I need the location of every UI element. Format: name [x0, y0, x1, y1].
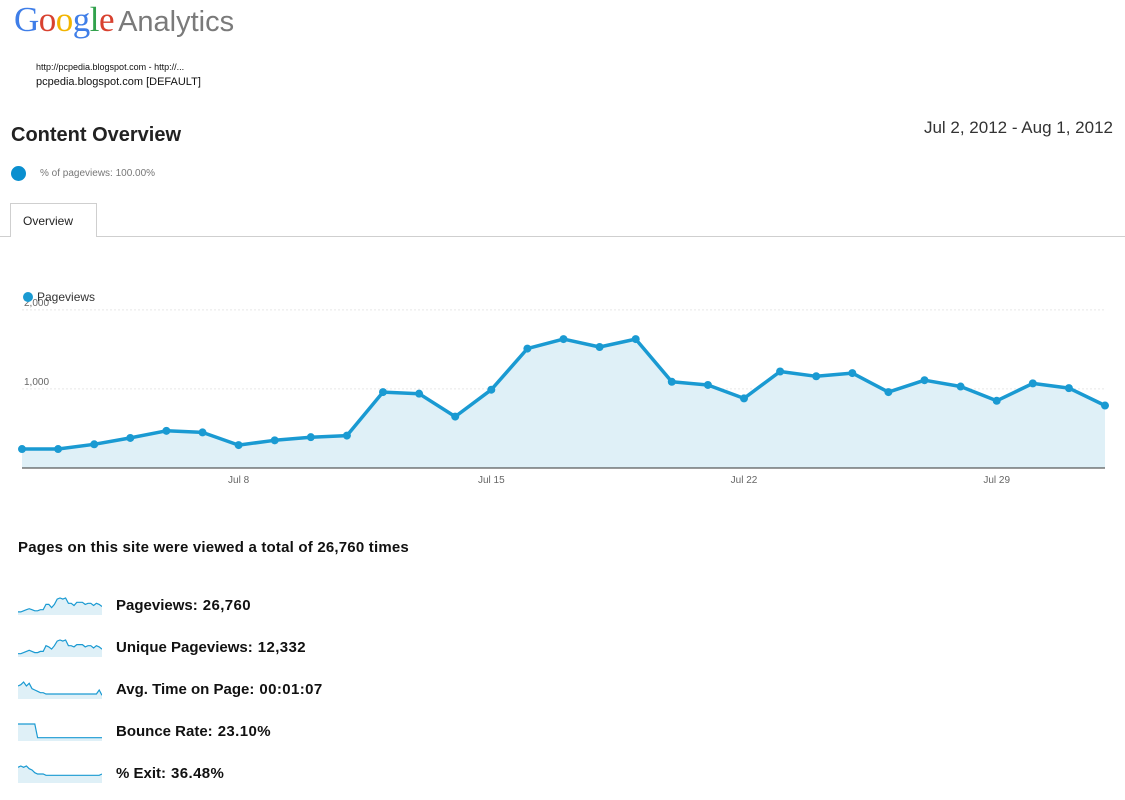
page-title: Content Overview: [11, 124, 182, 146]
sparkline-icon: [18, 597, 102, 615]
data-point: [776, 367, 785, 376]
data-point: [306, 433, 315, 442]
sparkline-line: [18, 681, 102, 696]
data-point: [54, 445, 63, 454]
sparkline-line: [18, 639, 102, 655]
sparkline-line: [18, 765, 102, 776]
x-tick-label: Jul 8: [228, 475, 250, 486]
x-tick-label: Jul 22: [731, 475, 758, 486]
metric-value: 12,332: [257, 638, 306, 656]
sparkline-line: [18, 723, 102, 739]
data-point: [162, 426, 171, 435]
metric-row[interactable]: Pageviews: 26,760: [18, 592, 618, 618]
metric-label: Pageviews:: [116, 596, 198, 614]
metric-row[interactable]: % Exit: 36.48%: [18, 760, 618, 786]
metric-label: Unique Pageviews:: [116, 638, 253, 656]
data-point: [595, 342, 604, 351]
data-point: [523, 344, 532, 353]
google-analytics-logo[interactable]: Google Analytics: [14, 0, 234, 44]
data-point: [703, 380, 712, 389]
x-tick-label: Jul 15: [478, 475, 505, 486]
legend-label: Pageviews: [37, 290, 95, 304]
date-range-selector[interactable]: Jul 2, 2012 - Aug 1, 2012: [923, 118, 1113, 137]
metric-value: 00:01:07: [259, 680, 323, 698]
metric-value: 36.48%: [171, 764, 225, 782]
data-point: [126, 433, 135, 442]
profile-name[interactable]: pcpedia.blogspot.com [DEFAULT]: [36, 76, 201, 88]
data-point: [559, 335, 568, 344]
tab-overview[interactable]: Overview: [10, 203, 97, 237]
data-point: [956, 382, 965, 391]
x-tick-label: Jul 29: [983, 475, 1010, 486]
google-wordmark: Google: [14, 0, 115, 39]
data-point: [848, 369, 857, 378]
legend-swatch: [23, 292, 33, 302]
data-point: [234, 441, 243, 450]
series-area: [22, 339, 1105, 468]
data-point: [451, 412, 460, 421]
metric-value: 23.10%: [217, 722, 271, 740]
analytics-wordmark: Analytics: [118, 6, 235, 38]
data-point: [487, 385, 496, 394]
account-url[interactable]: http://pcpedia.blogspot.com - http://...: [36, 62, 185, 72]
data-point: [90, 440, 99, 449]
sparkline-icon: [18, 723, 102, 741]
data-point: [270, 436, 279, 445]
data-point: [667, 377, 676, 386]
pie-icon: [11, 166, 26, 181]
y-tick-label: 1,000: [24, 377, 49, 388]
sparkline-icon: [18, 765, 102, 783]
metric-label: Avg. Time on Page:: [116, 680, 255, 698]
data-point: [18, 445, 26, 454]
sparkline-icon: [18, 639, 102, 657]
segment-indicator: % of pageviews: 100.00%: [11, 166, 155, 181]
sparkline-area: [18, 640, 102, 657]
data-point: [198, 428, 207, 437]
pageviews-line-chart: 1,000 2,000 Jul 8 Jul 15 Jul 22 Jul 29 Pagevie…: [18, 290, 1109, 486]
metric-label: % Exit:: [116, 764, 167, 782]
data-point: [342, 431, 351, 440]
metric-row[interactable]: Unique Pageviews: 12,332: [18, 634, 618, 660]
metric-label: Bounce Rate:: [116, 722, 213, 740]
data-point: [631, 335, 640, 344]
sparkline-area: [18, 598, 102, 615]
y-tick-label: 2,000: [24, 298, 49, 309]
sparkline-line: [18, 597, 102, 613]
tab-bar-divider: [0, 236, 1125, 237]
data-point: [884, 388, 893, 397]
sparkline-area: [18, 682, 102, 699]
data-point: [1101, 401, 1109, 410]
metric-value: 26,760: [202, 596, 251, 614]
sparkline-area: [18, 766, 102, 783]
data-point: [920, 376, 929, 385]
data-point: [812, 372, 821, 381]
tab-overview-label: Overview: [23, 214, 74, 228]
summary-headline: Pages on this site were viewed a total o…: [18, 539, 409, 556]
data-point: [740, 394, 748, 403]
segment-percentage: % of pageviews: 100.00%: [40, 168, 156, 179]
sparkline-area: [18, 724, 102, 741]
metric-row[interactable]: Avg. Time on Page: 00:01:07: [18, 676, 618, 702]
sparkline-icon: [18, 681, 102, 699]
data-point: [415, 389, 424, 398]
metric-row[interactable]: Bounce Rate: 23.10%: [18, 718, 618, 744]
data-point: [379, 388, 387, 397]
data-point: [1028, 379, 1037, 388]
data-point: [992, 396, 1001, 405]
data-point: [1064, 384, 1073, 393]
